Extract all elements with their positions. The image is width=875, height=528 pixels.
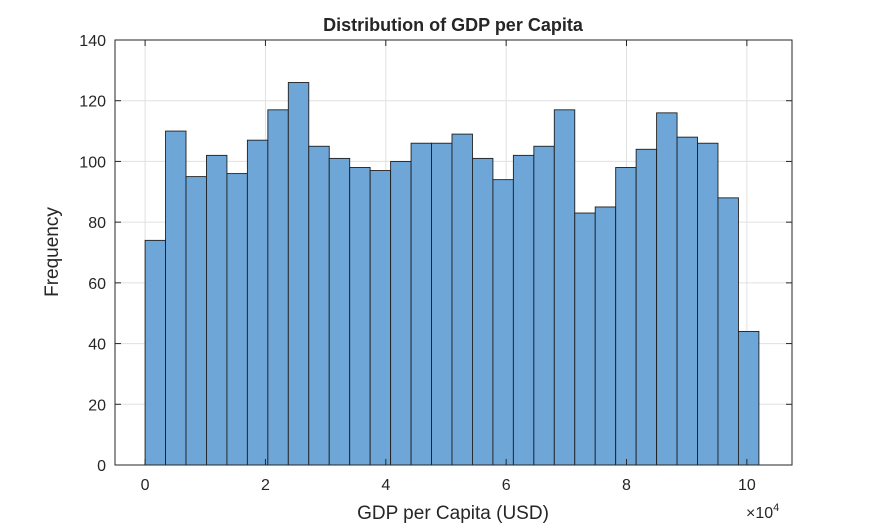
x-exponent-base: ×10: [746, 505, 773, 522]
histogram-bar: [246, 139, 269, 466]
histogram-bar: [676, 136, 698, 466]
histogram-bar: [656, 112, 678, 466]
histogram-bar: [226, 173, 248, 466]
histogram-bar: [594, 206, 617, 466]
histogram-bar: [287, 82, 310, 466]
histogram-bar: [328, 157, 351, 466]
x-tick-label: 10: [738, 477, 756, 494]
x-tick-label: 6: [502, 477, 511, 494]
y-tick-label: 120: [79, 94, 106, 111]
histogram-bar: [553, 109, 576, 466]
histogram-bar: [492, 179, 514, 466]
y-tick-label: 80: [88, 215, 106, 232]
x-tick-label: 2: [261, 477, 270, 494]
histogram-bar: [472, 157, 494, 466]
histogram-bar: [615, 167, 637, 466]
y-tick-label: 20: [88, 397, 106, 414]
histogram-bar: [737, 330, 760, 466]
bars: [144, 82, 760, 466]
y-tick-label: 100: [79, 154, 106, 171]
axes-box: [114, 39, 793, 466]
x-tick-label: 8: [622, 477, 631, 494]
histogram-bar: [369, 170, 392, 466]
y-tick-label: 40: [88, 337, 106, 354]
y-tick-label: 60: [88, 276, 106, 293]
histogram-bar: [533, 145, 555, 466]
histogram-bar: [697, 142, 719, 466]
histogram-bar: [431, 142, 453, 466]
histogram-bar: [410, 142, 432, 466]
chart-title: Distribution of GDP per Capita: [323, 15, 584, 35]
x-exponent-power: 4: [773, 502, 779, 514]
histogram-bar: [574, 212, 596, 466]
histogram-bar: [267, 109, 289, 466]
x-tick-label: 0: [141, 477, 150, 494]
x-axis-label: GDP per Capita (USD): [357, 503, 549, 524]
histogram-bar: [635, 148, 658, 466]
axes: [114, 39, 793, 466]
histogram-bar: [349, 167, 371, 466]
x-tick-label: 4: [381, 477, 390, 494]
y-tick-label: 0: [97, 458, 106, 475]
histogram-bar: [512, 154, 535, 466]
histogram-bar: [185, 176, 207, 466]
histogram-bar: [390, 160, 412, 466]
histogram-bar: [144, 239, 166, 466]
histogram-bar: [451, 133, 473, 466]
y-tick-label: 140: [79, 33, 106, 50]
x-axis-exponent: ×104: [746, 502, 779, 522]
histogram-bar: [308, 145, 330, 466]
histogram-bar: [717, 197, 739, 466]
histogram-bar: [165, 130, 187, 466]
histogram-bar: [206, 154, 228, 466]
y-axis-label: Frequency: [42, 207, 63, 297]
